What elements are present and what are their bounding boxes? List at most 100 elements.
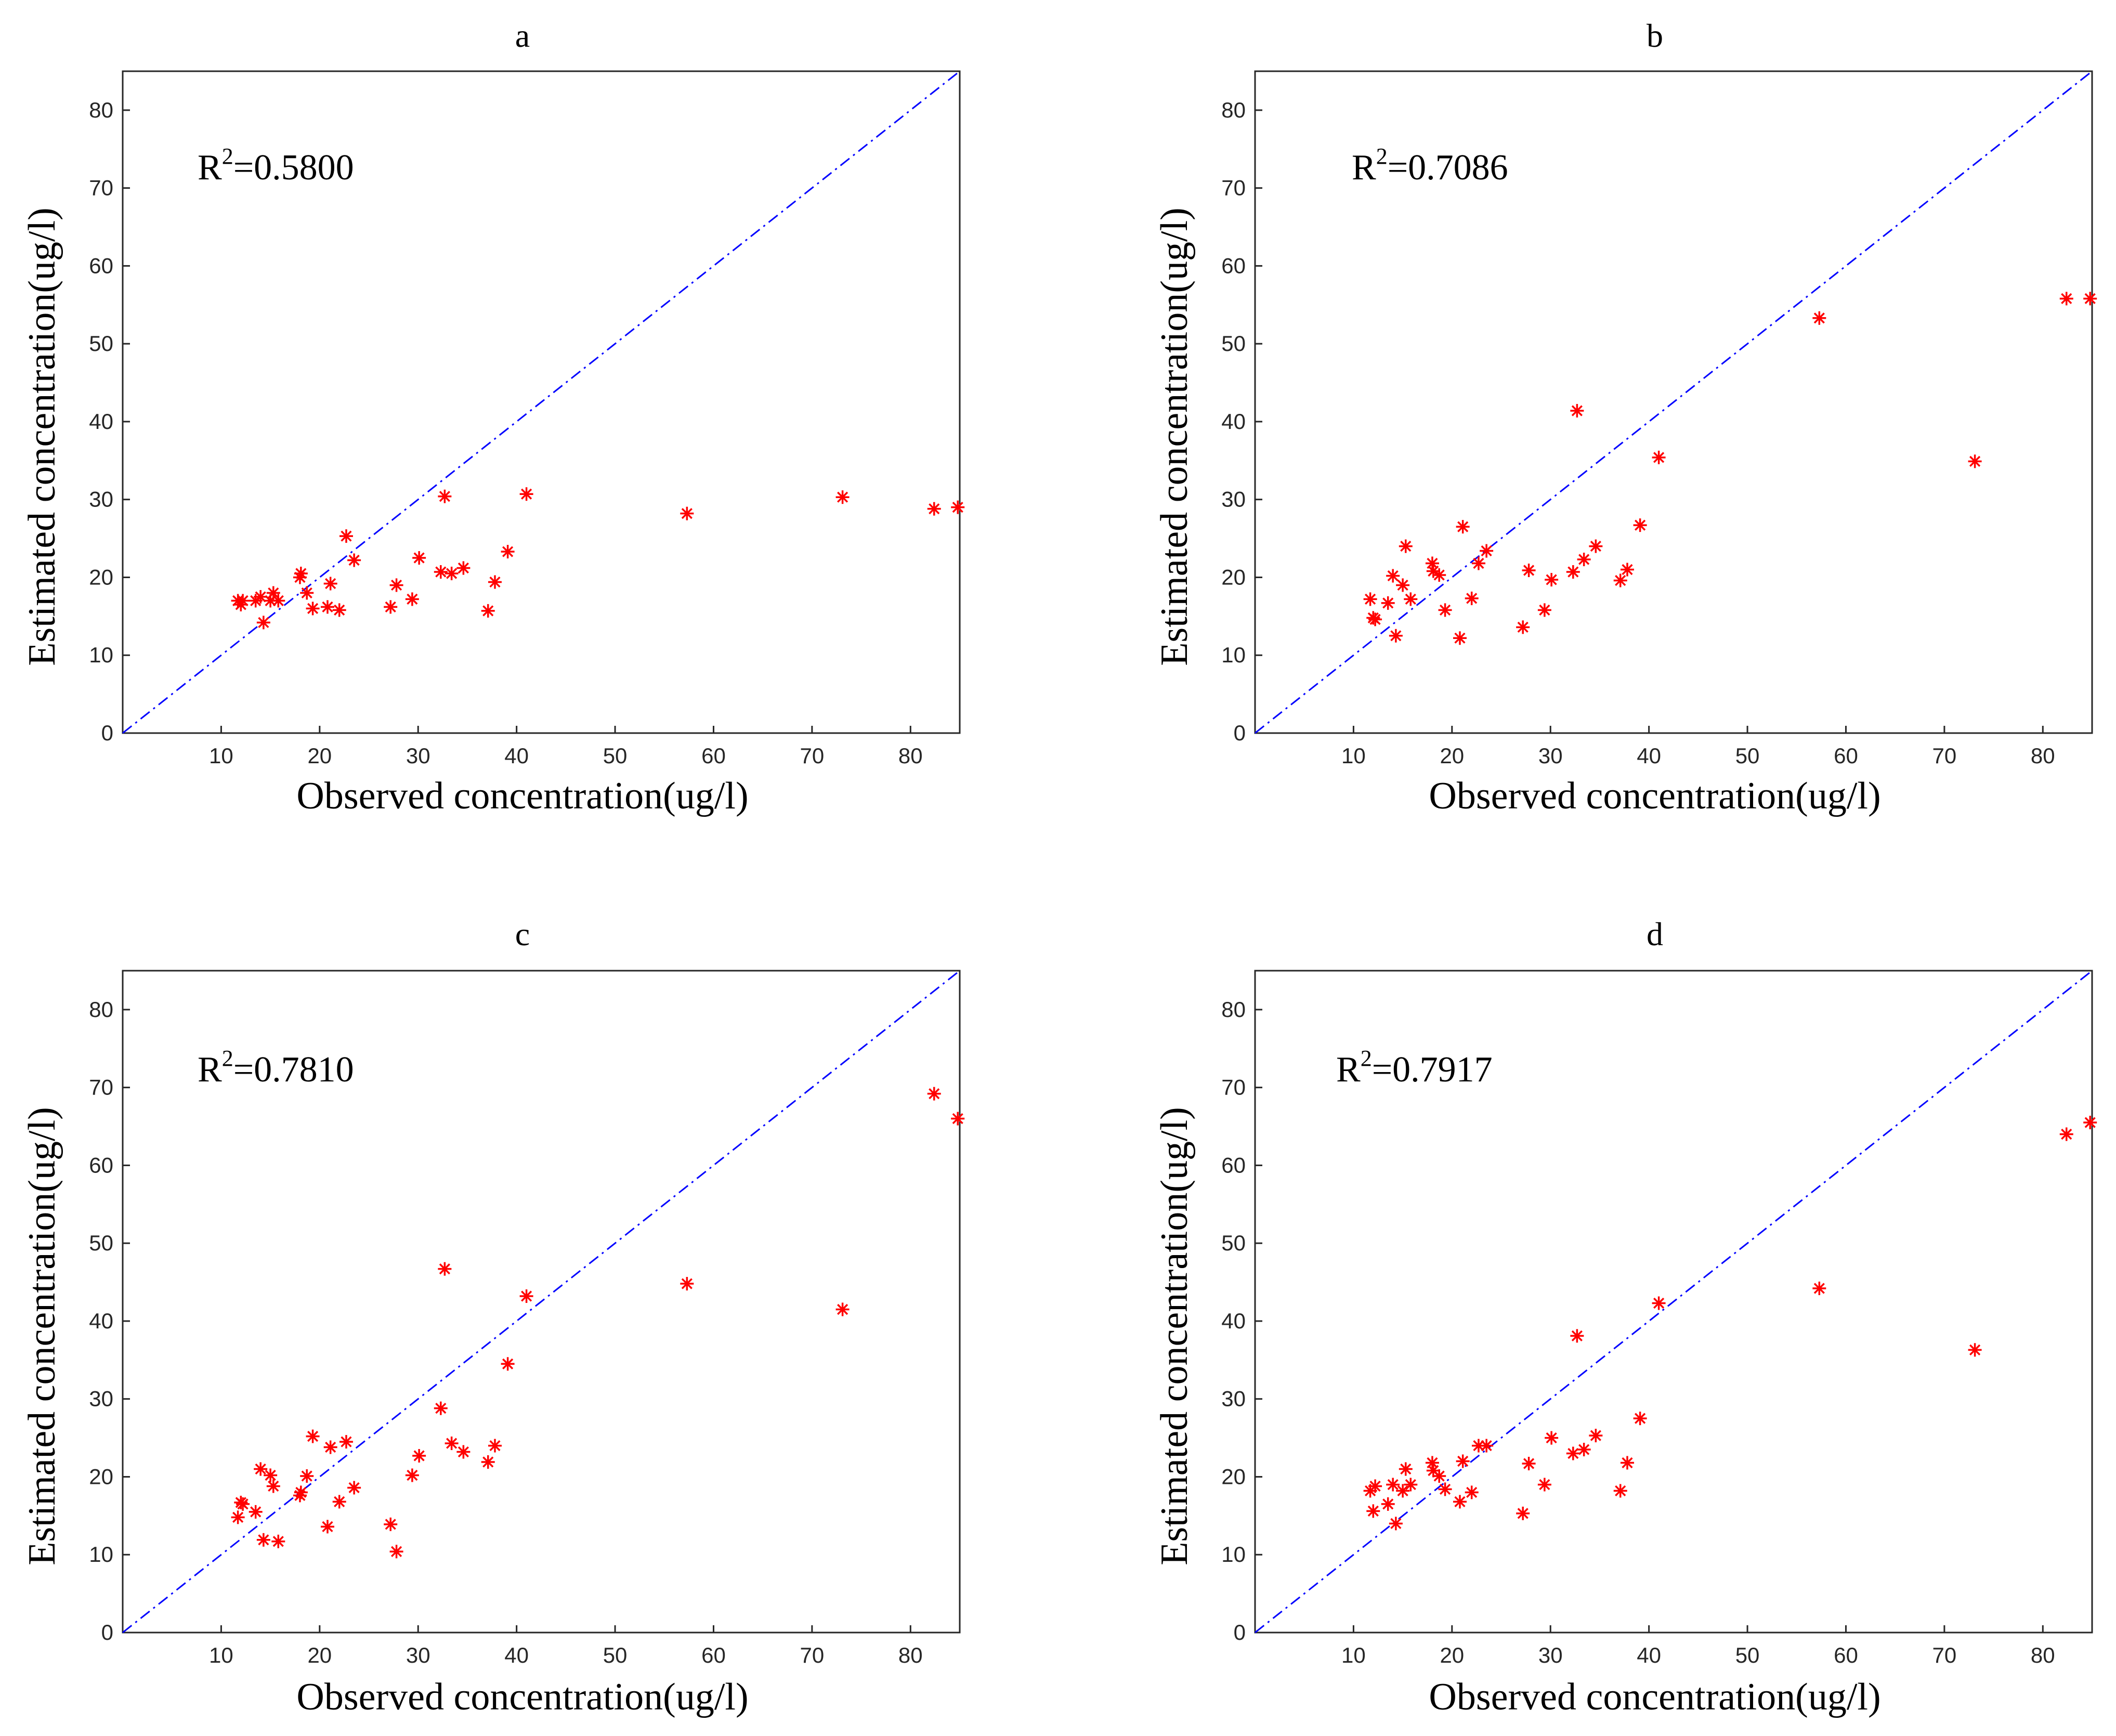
x-tick-label: 30 — [406, 1643, 430, 1667]
data-point — [347, 1481, 361, 1495]
y-tick-label: 30 — [1221, 487, 1246, 512]
data-point — [1432, 568, 1446, 582]
panel-title: c — [515, 916, 530, 952]
data-point — [1432, 1469, 1446, 1483]
data-point — [1399, 1462, 1413, 1476]
x-tick-label: 70 — [800, 1643, 825, 1667]
y-tick-label: 70 — [1221, 1075, 1246, 1100]
data-point — [1396, 578, 1410, 592]
data-point — [2059, 1127, 2073, 1141]
data-point — [456, 1445, 471, 1459]
y-tick-label: 80 — [1221, 997, 1246, 1022]
x-tick-label: 10 — [209, 1643, 233, 1667]
data-point — [1570, 1329, 1584, 1343]
data-point — [1633, 518, 1647, 532]
data-point — [1465, 591, 1479, 605]
y-tick-label: 50 — [89, 1231, 113, 1255]
data-point — [1577, 553, 1591, 567]
data-point — [951, 1112, 965, 1126]
data-point — [320, 1520, 334, 1534]
data-point — [1453, 631, 1467, 645]
y-tick-label: 20 — [89, 1464, 113, 1489]
data-point — [405, 1468, 419, 1482]
data-point — [1381, 596, 1395, 610]
data-point — [249, 1505, 263, 1519]
data-point — [1589, 539, 1603, 553]
x-tick-label: 60 — [1834, 1643, 1858, 1667]
data-point — [1480, 544, 1494, 558]
data-point — [271, 1534, 285, 1548]
x-tick-label: 10 — [209, 743, 233, 768]
data-point — [445, 1437, 459, 1451]
x-tick-label: 80 — [2031, 743, 2055, 768]
data-point — [347, 553, 361, 567]
plot-frame — [1254, 970, 2093, 1634]
data-point — [1363, 592, 1377, 606]
x-tick-label: 20 — [1440, 1643, 1464, 1667]
reference-line — [1255, 70, 2093, 734]
y-tick-label: 70 — [89, 1075, 113, 1100]
data-point — [1386, 1478, 1400, 1492]
data-point — [294, 566, 308, 580]
x-tick-label: 30 — [1538, 743, 1563, 768]
y-tick-label: 0 — [1234, 1620, 1246, 1644]
data-point — [2059, 292, 2073, 306]
data-point — [1438, 603, 1452, 617]
x-tick-label: 40 — [1637, 743, 1661, 768]
data-point — [1438, 1482, 1452, 1496]
data-point — [266, 1479, 280, 1493]
x-tick-label: 20 — [1440, 743, 1464, 768]
data-point — [300, 1469, 314, 1483]
data-point — [332, 603, 346, 617]
data-point — [1522, 563, 1536, 577]
x-tick-label: 50 — [1735, 1643, 1760, 1667]
y-tick-label: 60 — [89, 1153, 113, 1177]
y-tick-label: 10 — [89, 1542, 113, 1567]
r2-annotation: R2=0.5800 — [198, 143, 354, 188]
x-tick-label: 50 — [1735, 743, 1760, 768]
x-tick-label: 20 — [307, 743, 332, 768]
y-tick-label: 40 — [89, 1309, 113, 1333]
y-tick-label: 40 — [89, 409, 113, 434]
data-point — [456, 561, 471, 575]
panel-title: d — [1647, 916, 1663, 952]
r2-annotation: R2=0.7086 — [1352, 143, 1508, 188]
data-point — [434, 565, 448, 579]
data-point — [1968, 1343, 1982, 1357]
x-tick-label: 40 — [504, 1643, 529, 1667]
data-point — [501, 1357, 515, 1371]
y-tick-label: 20 — [1221, 1464, 1246, 1489]
data-point — [323, 577, 337, 591]
data-point — [1545, 572, 1559, 586]
y-axis-title: Estimated concentration(ug/l) — [1153, 207, 1196, 666]
data-point — [1465, 1485, 1479, 1499]
data-point — [256, 616, 270, 630]
data-point — [1968, 454, 1982, 468]
y-tick-label: 80 — [89, 98, 113, 122]
data-point — [1516, 620, 1530, 634]
y-tick-label: 60 — [1221, 253, 1246, 278]
y-tick-label: 70 — [1221, 176, 1246, 200]
data-point — [405, 592, 419, 606]
data-point — [1537, 1478, 1551, 1492]
data-point — [434, 1401, 448, 1415]
data-point — [1613, 1484, 1627, 1498]
x-tick-label: 80 — [2031, 1643, 2055, 1667]
data-point — [339, 529, 353, 543]
x-tick-label: 80 — [898, 743, 923, 768]
data-point — [1396, 1484, 1410, 1498]
y-axis-title: Estimated concentration(ug/l) — [21, 207, 63, 666]
y-tick-label: 50 — [1221, 1231, 1246, 1255]
reference-line — [122, 970, 960, 1634]
data-point — [1453, 1495, 1467, 1509]
data-point — [1425, 1456, 1439, 1470]
data-point — [1389, 629, 1403, 643]
y-axis-title: Estimated concentration(ug/l) — [21, 1107, 63, 1565]
data-point — [835, 490, 850, 504]
data-point — [1652, 1296, 1666, 1310]
x-tick-label: 10 — [1341, 743, 1366, 768]
data-point — [927, 502, 941, 516]
y-tick-label: 20 — [89, 565, 113, 589]
data-point — [384, 600, 398, 614]
data-point — [501, 545, 515, 559]
